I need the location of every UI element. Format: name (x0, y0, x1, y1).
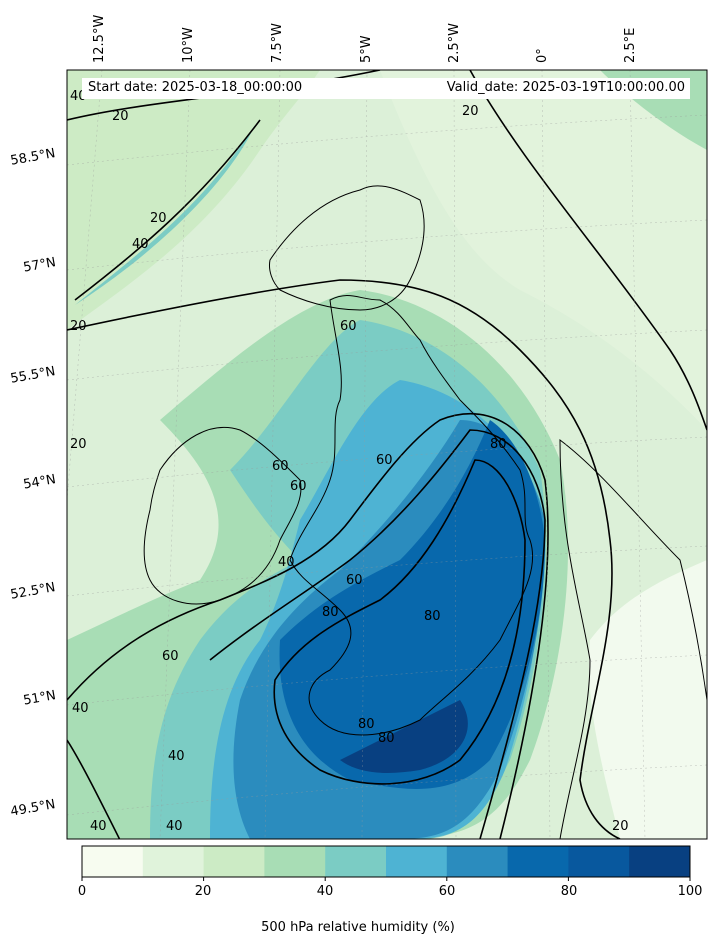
contour-label: 60 (376, 453, 393, 468)
colorbar-tick: 40 (316, 884, 334, 899)
contour-label: 80 (322, 605, 339, 620)
coastline-scotland (269, 185, 425, 311)
contour-label: 20 (70, 319, 87, 334)
lon-label: 0° (535, 48, 550, 63)
contour-40-streak (74, 119, 261, 301)
colorbar-label: 500 hPa relative humidity (%) (261, 920, 455, 935)
colorbar-swatch (386, 846, 448, 877)
contour-80 (273, 459, 526, 785)
colorbar-tick: 60 (438, 884, 456, 899)
colorbar-swatch (568, 846, 630, 877)
contour-label: 20 (70, 437, 87, 452)
colorbar-tick: 100 (677, 884, 703, 899)
contour-label: 40 (278, 555, 295, 570)
colorbar (81, 845, 691, 881)
colorbar-tick: 20 (194, 884, 212, 899)
contour-label: 60 (272, 459, 289, 474)
colorbar-tick: 80 (560, 884, 578, 899)
contour-label: 40 (166, 819, 183, 834)
colorbar-swatch (142, 846, 205, 877)
coastline-gb (289, 295, 534, 736)
graticule (67, 70, 707, 839)
contour-label: 40 (90, 819, 107, 834)
contour-label: 60 (290, 479, 307, 494)
contour-label: 20 (150, 211, 167, 226)
contour-60 (209, 429, 546, 839)
field-central-5 (279, 420, 545, 789)
colorbar-swatch (264, 846, 326, 877)
contour-label: 80 (490, 437, 507, 452)
colorbar-swatch (629, 846, 691, 877)
coastline-ireland (143, 426, 302, 605)
contour-label: 20 (612, 819, 629, 834)
valid-date-label: Valid_date: 2025-03-19T10:00:00.00 (446, 80, 685, 95)
date-info-box: Start date: 2025-03-18_00:00:00 Valid_da… (82, 78, 690, 99)
contour-20-outer (67, 279, 621, 839)
lon-label: 12.5°W (92, 14, 107, 63)
lon-label: 2.5°E (623, 27, 638, 63)
contour-label: 40 (72, 701, 89, 716)
contour-label: 80 (358, 717, 375, 732)
contour-label: 60 (346, 573, 363, 588)
contour-20-ne (469, 70, 707, 431)
colorbar-swatch (325, 846, 387, 877)
colorbar-swatch (507, 846, 569, 877)
contour-label: 40 (168, 749, 185, 764)
colorbar-tick: 0 (77, 884, 87, 899)
field-central-6 (340, 700, 468, 773)
colorbar-swatch (203, 846, 265, 877)
lon-label: 2.5°W (447, 22, 462, 63)
contour-label: 60 (340, 319, 357, 334)
contour-40-sw (67, 739, 121, 839)
lon-label: 10°W (181, 27, 196, 63)
field-band-se (589, 560, 707, 839)
colorbar-swatch (446, 846, 509, 877)
contour-label: 40 (132, 237, 149, 252)
lon-label: 5°W (359, 35, 374, 63)
contour-label: 60 (162, 649, 179, 664)
contour-label: 80 (378, 731, 395, 746)
contour-label: 20 (112, 109, 129, 124)
contour-label-group: 40 20 20 40 20 20 60 60 60 40 60 80 80 6… (70, 89, 629, 834)
contour-label: 80 (424, 609, 441, 624)
lon-label: 7.5°W (270, 22, 285, 63)
field-band-ne (380, 70, 707, 430)
colorbar-swatch (82, 846, 144, 877)
start-date-label: Start date: 2025-03-18_00:00:00 (88, 80, 303, 95)
contour-label: 20 (462, 104, 479, 119)
colorbar-frame (81, 845, 691, 878)
map-frame (66, 69, 708, 840)
contour-40 (67, 412, 549, 839)
